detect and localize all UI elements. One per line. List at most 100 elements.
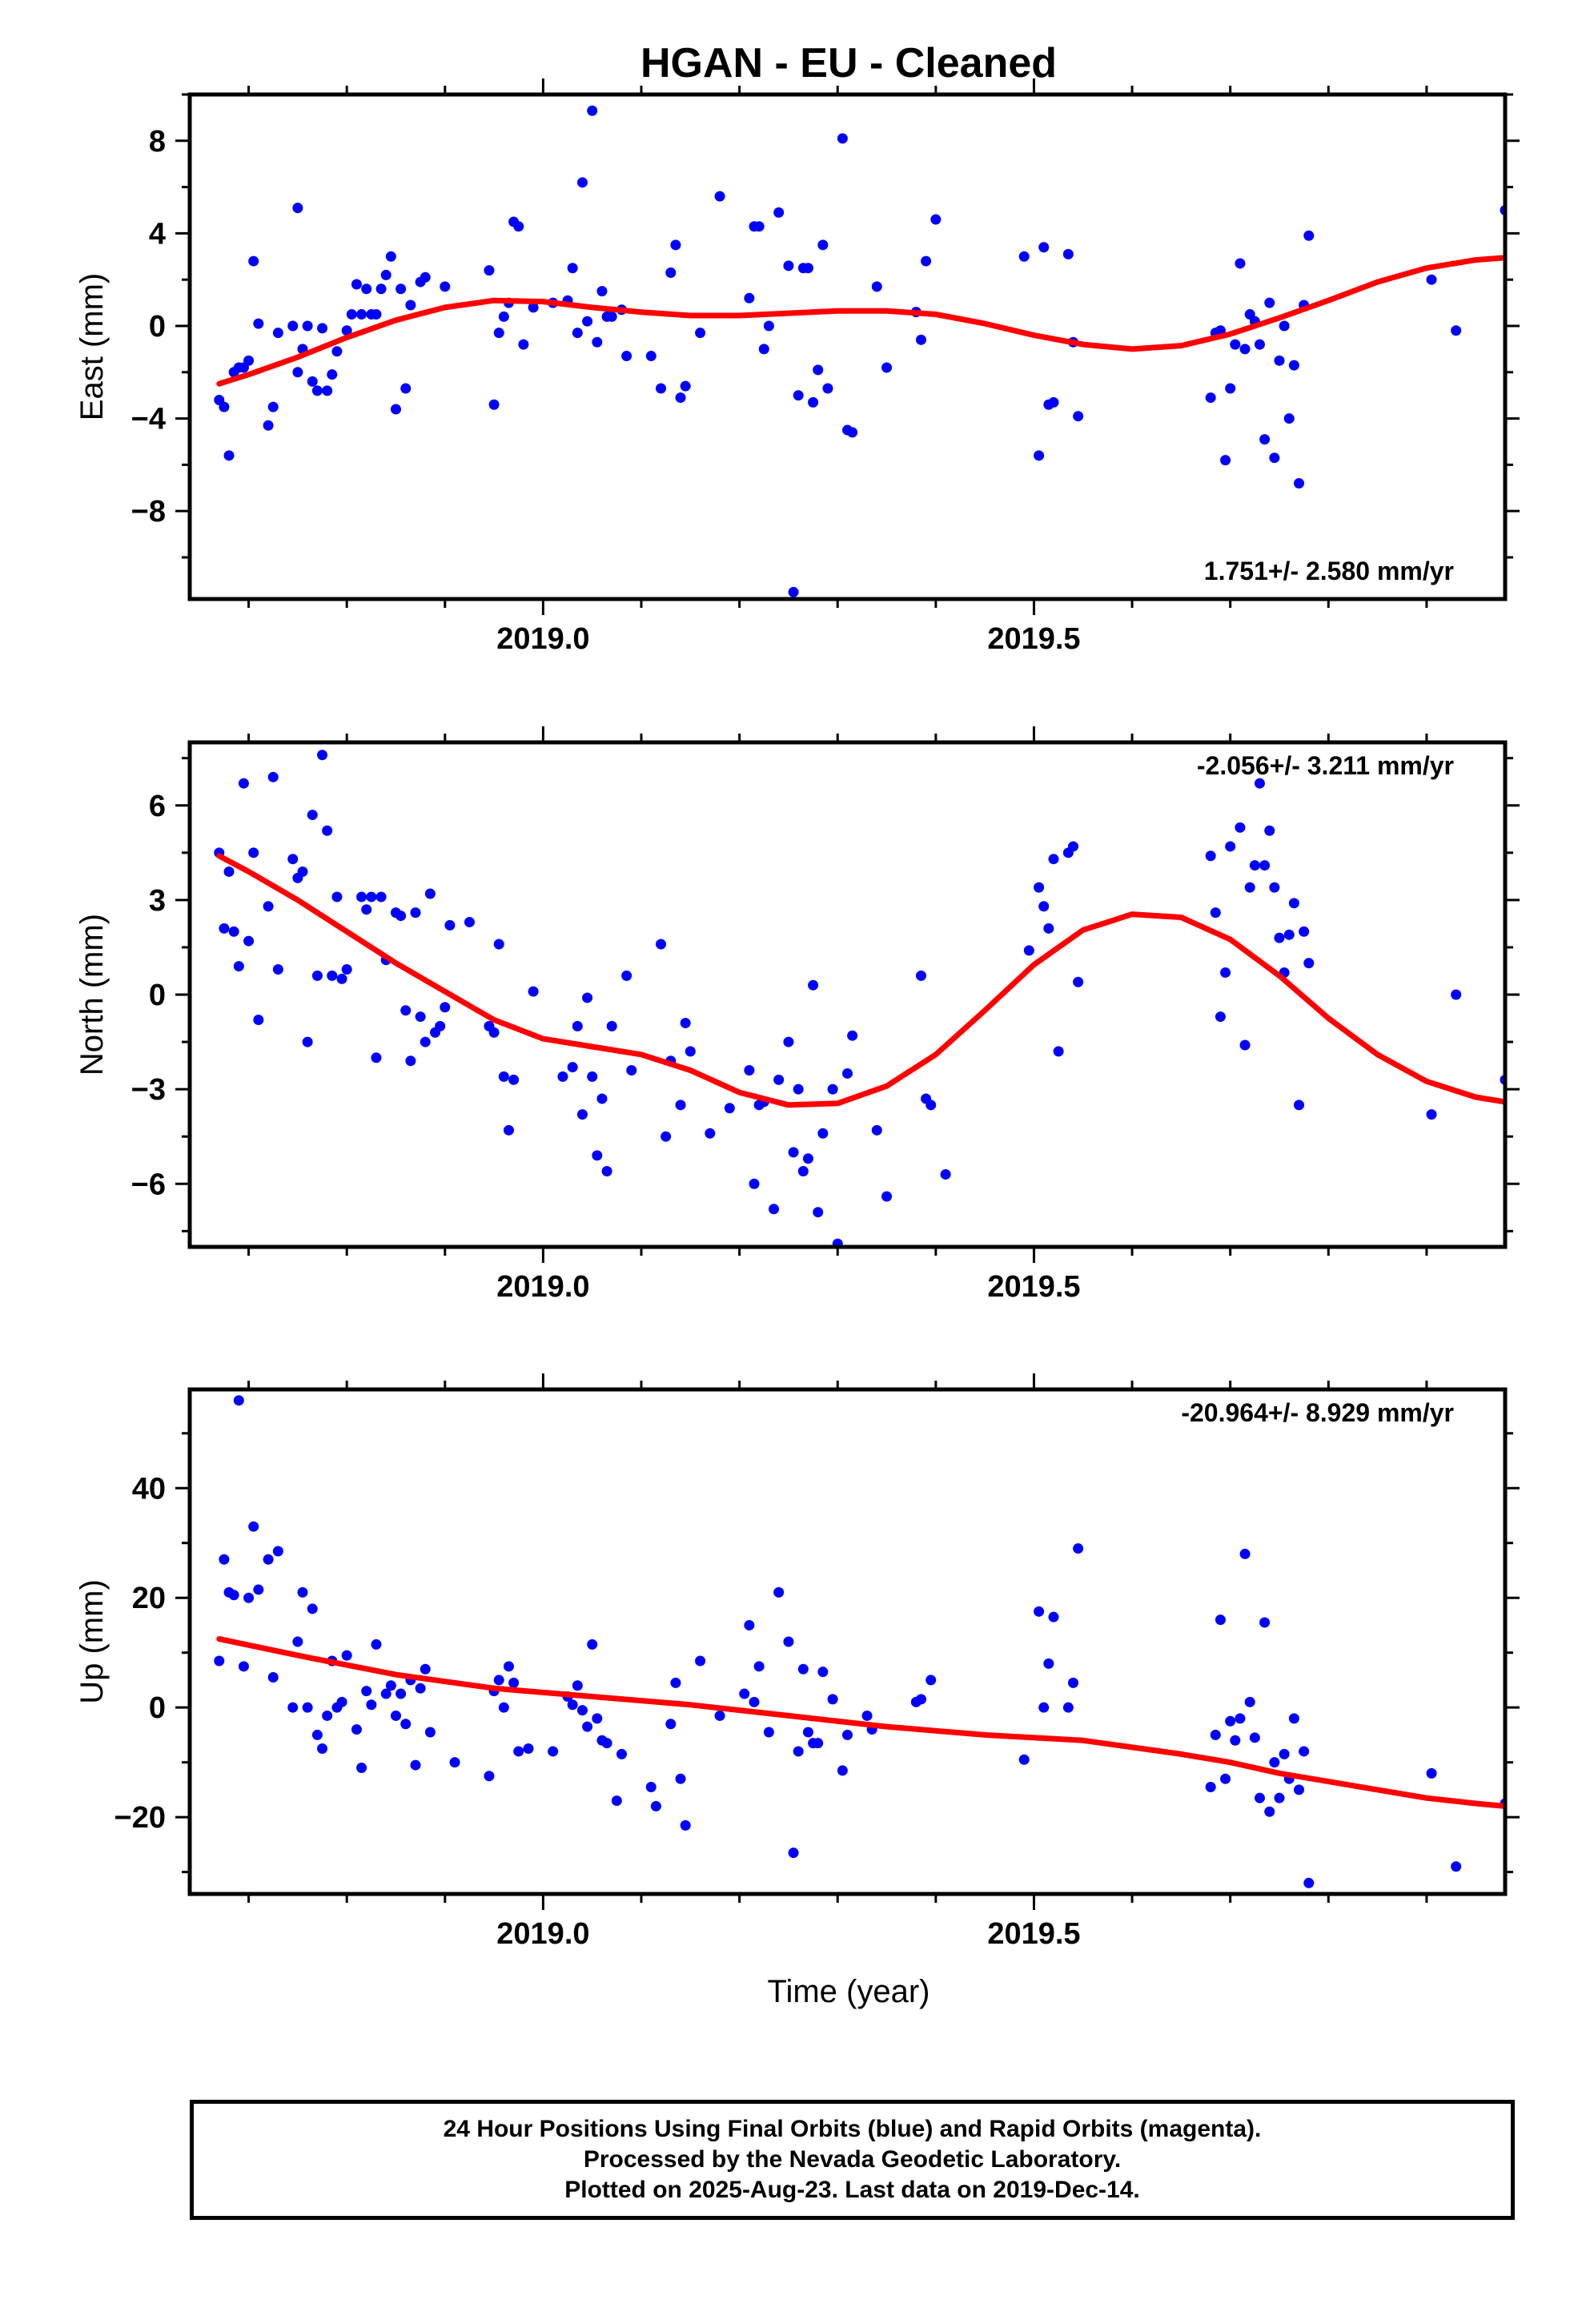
data-point — [1053, 1046, 1064, 1057]
data-point — [783, 260, 794, 271]
data-point — [572, 328, 583, 339]
data-point — [915, 970, 926, 981]
data-point — [1220, 455, 1231, 466]
data-point — [435, 1020, 446, 1031]
data-point — [1288, 1713, 1299, 1724]
fit-curve — [216, 1636, 1505, 1809]
data-point — [508, 1074, 520, 1085]
data-point — [488, 1027, 500, 1038]
data-point — [758, 344, 769, 355]
data-point — [356, 891, 367, 903]
data-point — [645, 1781, 656, 1792]
data-point — [837, 1765, 848, 1776]
data-point — [513, 221, 524, 232]
data-point — [930, 214, 942, 225]
data-point — [493, 328, 504, 339]
data-point — [1244, 1696, 1255, 1707]
data-point — [327, 369, 338, 380]
data-point — [670, 239, 681, 251]
x-tick-label: 2019.5 — [987, 1270, 1080, 1304]
data-point — [243, 1592, 255, 1603]
data-point — [375, 283, 387, 295]
data-point — [1210, 1729, 1221, 1740]
data-point — [287, 854, 299, 865]
fit-curve — [216, 255, 1505, 387]
data-point — [1215, 1011, 1226, 1023]
data-point — [592, 336, 603, 348]
data-point — [311, 970, 323, 981]
data-point — [440, 1002, 451, 1013]
data-point — [508, 1677, 520, 1688]
fit-curve — [216, 853, 1505, 1108]
y-axis-label: Up (mm) — [74, 1579, 110, 1704]
data-point — [498, 311, 509, 322]
east-panel: 2019.0 2019.5 −8 −4 0 4 8 East (mm) 1.751+/- 2.5… — [74, 78, 1520, 656]
data-point — [366, 891, 377, 903]
data-point — [1239, 1548, 1251, 1559]
data-point — [272, 328, 283, 339]
data-point — [287, 320, 299, 332]
data-point — [243, 355, 255, 366]
plot-frame — [187, 92, 1508, 601]
x-tick-label: 2019.0 — [496, 1270, 589, 1304]
data-point — [405, 300, 416, 311]
data-point — [606, 311, 617, 322]
data-point — [523, 1743, 534, 1755]
data-point — [808, 396, 819, 408]
data-point — [576, 177, 588, 188]
data-point — [488, 399, 500, 410]
data-point — [361, 283, 372, 295]
data-point — [410, 1759, 421, 1771]
data-point — [842, 1068, 853, 1079]
data-point — [267, 1672, 279, 1683]
data-point — [861, 1710, 873, 1721]
data-point — [788, 1147, 799, 1158]
data-point — [1068, 841, 1079, 852]
data-point — [1274, 932, 1285, 943]
data-point — [424, 1727, 436, 1738]
data-point — [380, 269, 391, 280]
data-point — [1274, 355, 1285, 366]
data-point — [1038, 901, 1050, 912]
data-point — [311, 1729, 323, 1740]
data-point — [331, 891, 343, 903]
data-point — [616, 1748, 627, 1759]
data-point — [753, 1661, 765, 1672]
data-point — [921, 255, 932, 267]
data-point — [827, 1084, 838, 1095]
data-point — [420, 1036, 431, 1047]
data-point — [915, 1694, 926, 1705]
data-point — [749, 1178, 760, 1189]
data-point — [1254, 339, 1265, 350]
data-point — [1294, 478, 1305, 489]
data-point — [327, 970, 338, 981]
data-points — [214, 105, 1505, 597]
data-point — [675, 1773, 686, 1784]
data-point — [572, 1020, 583, 1031]
data-point — [847, 427, 858, 438]
data-point — [773, 1074, 785, 1085]
data-point — [341, 964, 352, 975]
data-point — [385, 251, 396, 262]
data-point — [753, 221, 765, 232]
data-point — [621, 351, 632, 362]
data-point — [606, 1020, 617, 1031]
data-point — [464, 916, 475, 927]
data-point — [661, 1131, 672, 1142]
data-point — [670, 1677, 681, 1688]
data-point — [1038, 242, 1050, 253]
data-point — [1023, 945, 1034, 956]
chart-title: HGAN - EU - Cleaned — [640, 40, 1057, 86]
data-point — [1279, 1748, 1290, 1759]
data-point — [656, 939, 667, 950]
data-point — [680, 1819, 691, 1831]
data-point — [311, 385, 323, 396]
data-point — [1264, 297, 1275, 308]
data-point — [317, 1743, 328, 1755]
data-point — [1220, 967, 1231, 978]
data-point — [420, 271, 431, 283]
y-tick-label: 3 — [149, 884, 166, 918]
data-point — [1062, 1702, 1074, 1713]
data-point — [253, 1584, 264, 1595]
data-point — [797, 1663, 809, 1675]
